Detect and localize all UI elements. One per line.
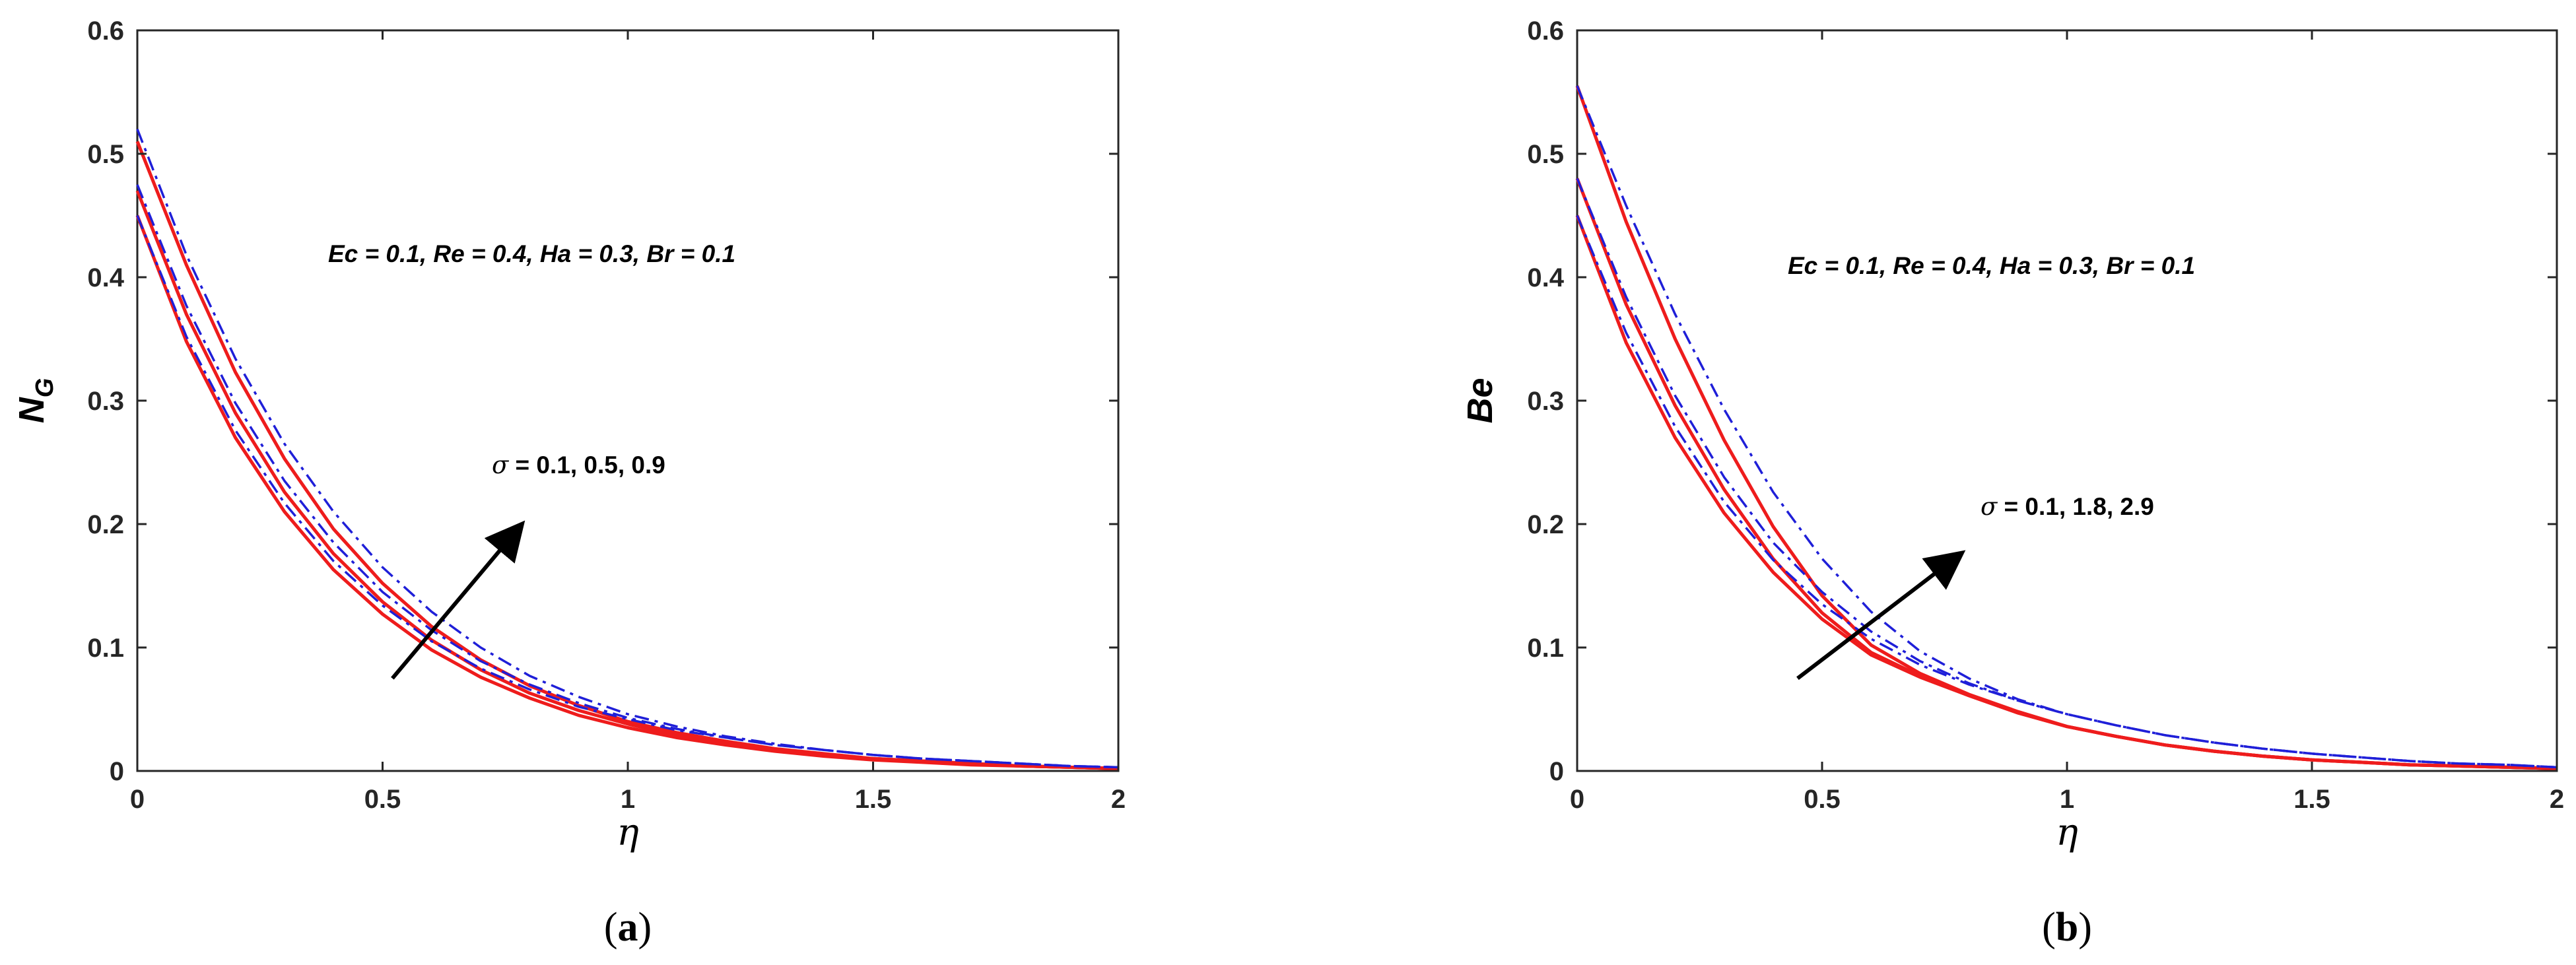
chart-panel-b: 0 0.5 1 1.5 2 0 0.1 0.2 0.3 0.4 0.5 0.6 Be η Ec = … — [1460, 17, 2564, 854]
param-label-a: σ = 0.1, 0.5, 0.9 — [492, 451, 665, 479]
caption-b: (b) — [2042, 905, 2092, 950]
x-ticks-a: 0 0.5 1 1.5 2 — [130, 30, 1126, 814]
x-tick-label: 1.5 — [2293, 785, 2330, 814]
y-tick-label: 0.1 — [87, 634, 124, 663]
series-line-b-blue-5 — [1576, 85, 2558, 769]
trend-arrow-a — [391, 520, 525, 680]
y-tick-label: 0.2 — [1527, 510, 1564, 539]
chart-panel-a: 0 0.5 1 1.5 2 0 0.1 0.2 0.3 0.4 0.5 0.6 NG η Ec = … — [12, 17, 1126, 854]
series-line-a-blue-5 — [136, 128, 1119, 769]
series-line-a-red-2 — [135, 141, 1119, 770]
x-tick-label: 0.5 — [364, 785, 401, 814]
x-tick-label: 1 — [621, 785, 635, 814]
y-tick-label: 0 — [110, 757, 124, 786]
trend-arrow-b — [1796, 550, 1966, 681]
y-tick-label: 0.3 — [87, 387, 124, 416]
y-tick-label: 0.5 — [1527, 140, 1564, 169]
x-axis-label-a: η — [617, 811, 639, 854]
y-tick-label: 0 — [1549, 757, 1564, 786]
x-axis-label-b: η — [2056, 811, 2078, 854]
x-tick-label: 0 — [1570, 785, 1584, 814]
y-tick-label: 0.2 — [87, 510, 124, 539]
x-tick-label: 0.5 — [1804, 785, 1841, 814]
series-group-a — [135, 128, 1119, 770]
caption-a: (a) — [604, 905, 652, 950]
y-tick-label: 0.6 — [87, 17, 124, 46]
x-ticks-b: 0 0.5 1 1.5 2 — [1570, 30, 2564, 814]
series-group-b — [1575, 85, 2558, 770]
y-ticks-a: 0 0.1 0.2 0.3 0.4 0.5 0.6 — [87, 17, 1118, 786]
series-line-b-red-2 — [1575, 85, 2558, 770]
param-label-b: σ = 0.1, 1.8, 2.9 — [1981, 492, 2154, 521]
series-line-a-blue-3 — [136, 215, 1119, 769]
x-tick-label: 1 — [2060, 785, 2074, 814]
y-tick-label: 0.5 — [87, 140, 124, 169]
x-tick-label: 2 — [2550, 785, 2564, 814]
y-tick-label: 0.4 — [87, 263, 124, 292]
x-tick-label: 0 — [130, 785, 145, 814]
x-tick-label: 1.5 — [855, 785, 892, 814]
y-tick-label: 0.1 — [1527, 634, 1564, 663]
annotation-text-a: Ec = 0.1, Re = 0.4, Ha = 0.3, Br = 0.1 — [328, 240, 735, 267]
y-tick-label: 0.4 — [1527, 263, 1564, 292]
plot-frame-b — [1576, 29, 2558, 772]
series-line-b-blue-3 — [1576, 215, 2558, 769]
series-line-a-blue-4 — [136, 184, 1119, 769]
y-axis-label-b: Be — [1460, 378, 1500, 423]
y-axis-label-a: NG — [12, 378, 59, 424]
plot-frame-a — [136, 29, 1120, 772]
y-ticks-b: 0 0.1 0.2 0.3 0.4 0.5 0.6 — [1527, 17, 2557, 786]
y-tick-label: 0.3 — [1527, 387, 1564, 416]
x-tick-label: 2 — [1111, 785, 1126, 814]
y-tick-label: 0.6 — [1527, 17, 1564, 46]
annotation-text-b: Ec = 0.1, Re = 0.4, Ha = 0.3, Br = 0.1 — [1788, 252, 2195, 279]
